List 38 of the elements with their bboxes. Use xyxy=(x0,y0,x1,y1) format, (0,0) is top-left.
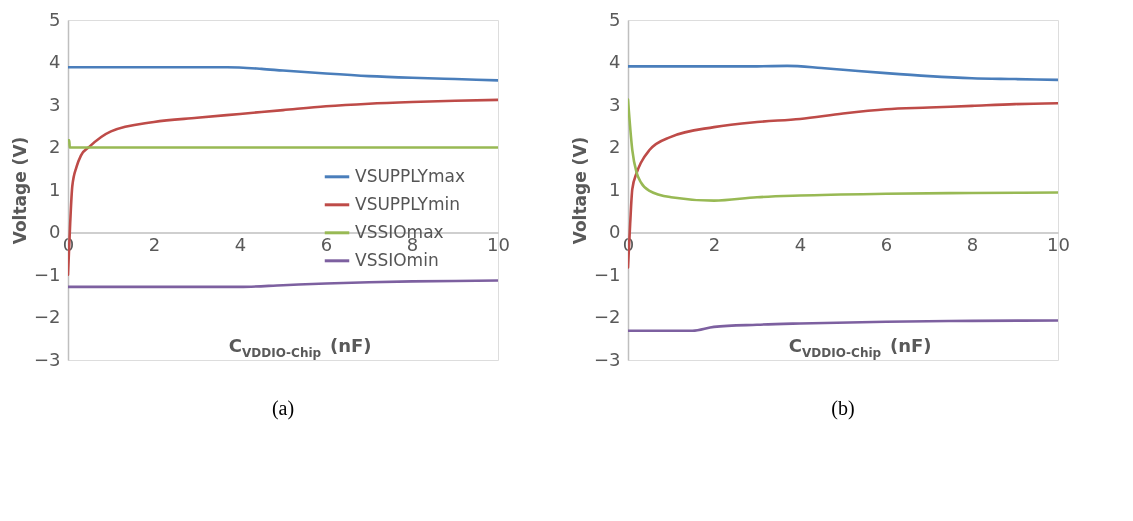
y-tick-label: −3 xyxy=(33,348,61,370)
y-tick-label: 1 xyxy=(609,178,621,200)
y-tick-label: 5 xyxy=(49,8,61,30)
x-tick-label: 2 xyxy=(148,234,161,255)
y-tick-label: 2 xyxy=(609,136,621,157)
y-tick-label: 0 xyxy=(609,221,621,242)
y-axis-title: Voltage (V) xyxy=(9,136,30,245)
line-series xyxy=(628,319,1058,332)
y-tick-label: −2 xyxy=(33,306,61,327)
x-tick-label: 10 xyxy=(487,234,510,255)
text: (a) xyxy=(271,397,295,420)
line-series xyxy=(628,98,1058,202)
x-tick-label: 4 xyxy=(234,234,247,255)
y-tick-label: −2 xyxy=(593,306,621,327)
y-tick-label: −3 xyxy=(593,348,621,370)
y-tick-label: 2 xyxy=(49,136,61,157)
y-tick-label: 5 xyxy=(609,8,621,30)
y-tick-label: 3 xyxy=(609,93,621,115)
y-tick-label: 4 xyxy=(609,51,621,72)
legend-label: VSUPPLYmax xyxy=(355,165,466,186)
y-tick-label: −1 xyxy=(593,263,621,285)
x-tick-label: 4 xyxy=(794,234,807,255)
x-tick-label: 6 xyxy=(880,234,893,255)
y-tick-label: 4 xyxy=(49,51,61,72)
x-tick-label: 10 xyxy=(1047,234,1070,255)
y-axis-title: Voltage (V) xyxy=(569,136,590,245)
y-tick-label: 3 xyxy=(49,93,61,115)
x-tick-label: 2 xyxy=(708,234,721,255)
y-tick-label: 1 xyxy=(49,178,61,200)
legend-label: VSUPPLYmin xyxy=(355,193,461,214)
x-tick-label: 8 xyxy=(966,234,979,255)
y-tick-label: −1 xyxy=(33,263,61,285)
line-series xyxy=(68,279,498,289)
text: (b) xyxy=(831,397,855,420)
line-series xyxy=(68,65,498,82)
y-tick-label: 0 xyxy=(49,221,61,242)
x-tick-label: 6 xyxy=(320,234,333,255)
line-series xyxy=(628,64,1058,82)
